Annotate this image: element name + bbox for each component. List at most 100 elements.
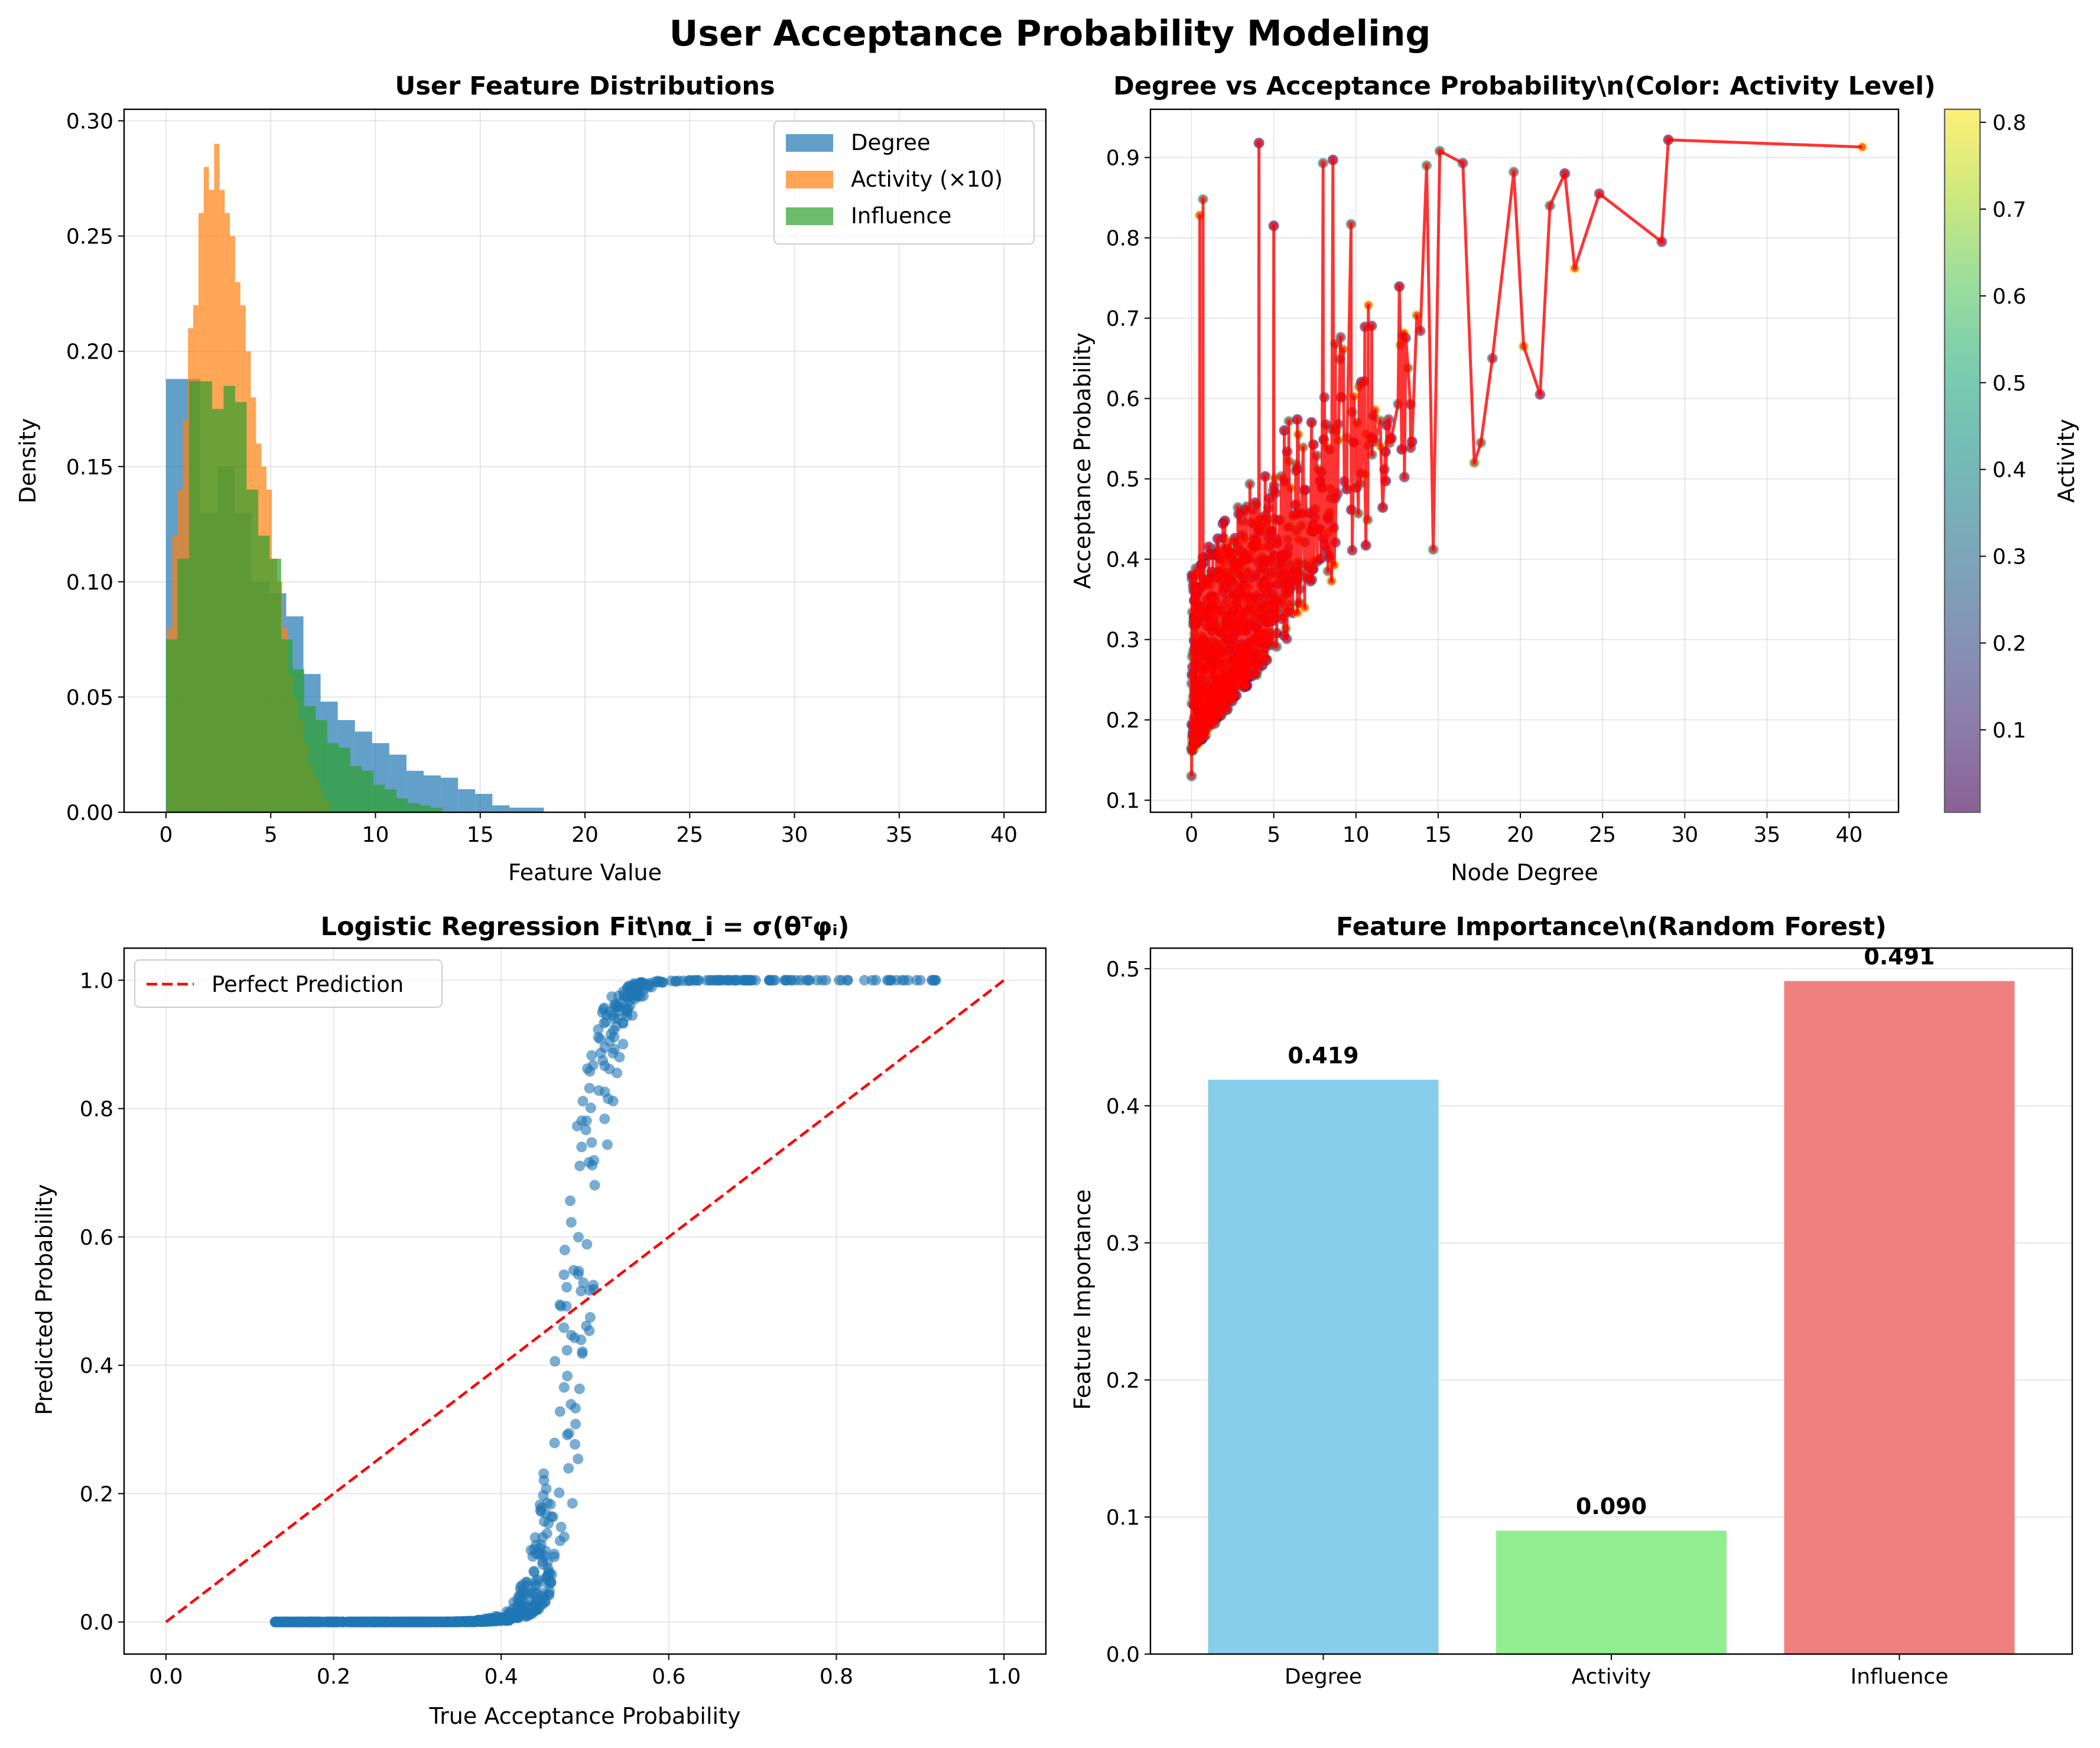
line-marker xyxy=(1286,560,1295,568)
line-marker xyxy=(1267,527,1275,535)
degree-scatter-panel: 0 5 10 15 20 25 30 35 40 0.1 0.2 0.3 0.4 0.5 0.6 0.7 0.8… xyxy=(1069,71,2079,886)
logistic-fit-ylabel: Predicted Probability xyxy=(31,1184,57,1415)
prediction-point xyxy=(444,1616,456,1627)
x-tick-label: 20 xyxy=(571,823,599,847)
line-marker xyxy=(1308,418,1316,427)
line-marker xyxy=(1238,517,1246,525)
x-tick-label: 0 xyxy=(159,823,173,847)
colorbar-tick-label: 0.1 xyxy=(1992,718,2026,743)
line-marker xyxy=(1274,580,1282,588)
x-tick-label: Influence xyxy=(1851,1665,1949,1689)
line-marker xyxy=(1337,393,1345,401)
line-marker xyxy=(1283,535,1292,543)
x-tick-label: 10 xyxy=(1342,823,1370,847)
histogram-bar xyxy=(385,789,396,812)
line-marker xyxy=(1324,567,1332,575)
y-tick-label: 0.6 xyxy=(1106,388,1140,412)
line-marker xyxy=(1292,527,1301,535)
degree-scatter-title: Degree vs Acceptance Probability\n(Color… xyxy=(1113,71,1936,101)
line-marker xyxy=(1361,323,1369,331)
line-marker xyxy=(1316,477,1324,485)
line-marker xyxy=(1377,443,1385,451)
histogram-ticks: 0 5 10 15 20 25 30 35 40 0.00 0.05 0.10 0.15 0.20 0.25… xyxy=(66,110,1018,847)
line-marker xyxy=(1263,573,1271,581)
line-marker xyxy=(1264,504,1273,512)
x-tick-label: 0.8 xyxy=(820,1665,853,1689)
line-marker xyxy=(1394,400,1402,408)
line-marker xyxy=(1308,575,1316,584)
line-marker xyxy=(1334,420,1342,428)
logistic-fit-panel: 0.0 0.2 0.4 0.6 0.8 1.0 0.0 0.2 0.4 0.6 0.8 1.0 Log… xyxy=(31,912,1047,1729)
line-marker xyxy=(1406,400,1415,408)
line-marker xyxy=(1397,445,1406,454)
line-marker xyxy=(1294,535,1302,543)
line-marker xyxy=(1220,560,1228,568)
prediction-point xyxy=(842,975,853,986)
line-marker xyxy=(1249,597,1257,606)
prediction-point xyxy=(589,1180,600,1191)
prediction-point xyxy=(373,1616,384,1627)
prediction-point xyxy=(562,1371,573,1382)
line-marker xyxy=(1252,536,1260,544)
line-marker xyxy=(1488,354,1497,363)
prediction-point xyxy=(425,1616,437,1627)
histogram-bar xyxy=(492,805,510,812)
y-tick-label: 0.5 xyxy=(1106,468,1140,492)
histogram-bar xyxy=(339,747,350,812)
line-marker xyxy=(1205,581,1214,590)
colorbar-tick-label: 0.2 xyxy=(1992,632,2026,656)
line-marker xyxy=(1387,434,1396,442)
x-tick-label: Activity xyxy=(1572,1665,1652,1689)
prediction-point xyxy=(617,1039,629,1050)
line-marker xyxy=(1371,438,1380,446)
logistic-fit-points xyxy=(165,975,1005,1627)
line-marker xyxy=(1296,571,1305,580)
line-marker xyxy=(1408,438,1416,446)
activity-colorbar-label: Activity xyxy=(2053,419,2079,503)
histogram-bar xyxy=(258,535,270,812)
line-marker xyxy=(1317,554,1325,562)
line-marker xyxy=(1263,519,1272,527)
prediction-point xyxy=(504,1606,515,1617)
y-tick-label: 0.05 xyxy=(66,686,113,710)
prediction-point xyxy=(280,1616,291,1627)
prediction-point xyxy=(527,1551,538,1562)
y-tick-label: 1.0 xyxy=(80,969,113,993)
y-tick-label: 0.4 xyxy=(80,1354,113,1378)
prediction-point xyxy=(539,1587,550,1599)
histogram-bar xyxy=(165,639,178,812)
histogram-bar xyxy=(419,805,431,812)
prediction-point xyxy=(595,1047,606,1059)
y-tick-label: 0.0 xyxy=(80,1611,113,1635)
colorbar-tick-label: 0.4 xyxy=(1992,458,2026,483)
line-marker xyxy=(1404,364,1412,372)
line-marker xyxy=(1272,489,1280,497)
prediction-point xyxy=(603,1093,614,1105)
line-marker xyxy=(1327,485,1335,493)
line-marker xyxy=(1299,443,1307,451)
line-marker xyxy=(1311,505,1319,513)
line-marker xyxy=(1296,585,1304,593)
line-marker xyxy=(1246,480,1254,488)
histogram-bar xyxy=(223,386,235,812)
line-marker xyxy=(1337,333,1345,341)
line-marker xyxy=(1258,661,1266,669)
prediction-point xyxy=(613,990,624,1001)
prediction-point xyxy=(554,1406,565,1417)
line-marker xyxy=(1422,161,1431,170)
histogram-bar xyxy=(281,639,293,812)
line-marker xyxy=(1205,543,1213,551)
prediction-point xyxy=(537,1596,548,1607)
histogram-title: User Feature Distributions xyxy=(395,71,775,101)
line-marker xyxy=(1395,282,1403,291)
line-marker xyxy=(1292,500,1300,509)
line-marker xyxy=(1233,541,1241,549)
prediction-point xyxy=(602,1139,613,1150)
y-tick-label: 0.9 xyxy=(1106,147,1140,171)
line-marker xyxy=(1265,582,1273,590)
line-marker xyxy=(1270,552,1278,560)
line-marker xyxy=(1265,542,1273,550)
prediction-point xyxy=(302,1616,313,1627)
legend-swatch xyxy=(786,134,833,152)
